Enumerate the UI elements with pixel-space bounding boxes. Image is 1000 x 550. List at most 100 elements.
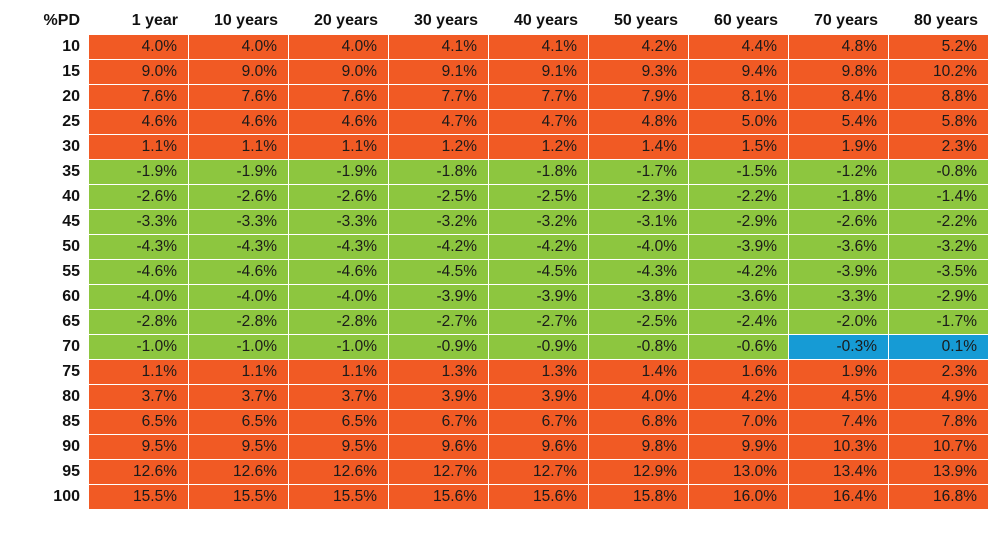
table-cell: 1.3% xyxy=(489,360,588,384)
table-cell: 3.7% xyxy=(89,385,188,409)
table-cell: 12.6% xyxy=(289,460,388,484)
table-cell: -4.2% xyxy=(689,260,788,284)
table-cell: -4.6% xyxy=(189,260,288,284)
table-cell: -4.2% xyxy=(489,235,588,259)
table-cell: -2.5% xyxy=(489,185,588,209)
row-label: 55 xyxy=(62,263,80,280)
table-cell: 13.4% xyxy=(789,460,888,484)
table-cell: 1.6% xyxy=(689,360,788,384)
table-cell: 10.3% xyxy=(789,435,888,459)
column-header: 20 years xyxy=(313,12,378,29)
table-cell: -4.3% xyxy=(589,260,688,284)
row-label: 70 xyxy=(62,338,80,355)
table-cell: -0.9% xyxy=(489,335,588,359)
table-cell: 9.6% xyxy=(389,435,488,459)
table-cell: 4.2% xyxy=(589,35,688,59)
row-label: 95 xyxy=(62,463,80,480)
table-cell: -4.6% xyxy=(289,260,388,284)
table-cell: -3.3% xyxy=(289,210,388,234)
table-cell: 1.2% xyxy=(489,135,588,159)
table-cell: 0.1% xyxy=(889,335,988,359)
table-cell: 7.7% xyxy=(489,85,588,109)
row-label: 90 xyxy=(62,438,80,455)
table-cell: -3.2% xyxy=(889,235,988,259)
table-cell: 4.1% xyxy=(489,35,588,59)
table-cell: -2.6% xyxy=(89,185,188,209)
table-cell: 1.4% xyxy=(589,360,688,384)
row-label: 10 xyxy=(62,38,80,55)
table-cell: 12.9% xyxy=(589,460,688,484)
table-cell: 5.8% xyxy=(889,110,988,134)
table-cell: 1.1% xyxy=(289,360,388,384)
table-cell: 15.6% xyxy=(489,485,588,509)
table-cell: 9.0% xyxy=(89,60,188,84)
table-cell: -4.0% xyxy=(289,285,388,309)
table-cell: -4.3% xyxy=(189,235,288,259)
table-cell: 4.6% xyxy=(189,110,288,134)
row-label: 85 xyxy=(62,413,80,430)
table-cell: -3.9% xyxy=(389,285,488,309)
table-cell: 6.5% xyxy=(289,410,388,434)
table-cell: 3.7% xyxy=(289,385,388,409)
table-cell: -1.9% xyxy=(289,160,388,184)
table-cell: -4.0% xyxy=(89,285,188,309)
table-cell: -3.6% xyxy=(789,235,888,259)
table-cell: -3.5% xyxy=(889,260,988,284)
table-cell: 4.6% xyxy=(89,110,188,134)
table-cell: -3.6% xyxy=(689,285,788,309)
table-cell: -2.5% xyxy=(589,310,688,334)
table-cell: -3.8% xyxy=(589,285,688,309)
column-header: 1 year xyxy=(131,12,178,29)
table-cell: 1.3% xyxy=(389,360,488,384)
table-cell: -1.2% xyxy=(789,160,888,184)
table-cell: -2.9% xyxy=(689,210,788,234)
table-cell: 4.0% xyxy=(189,35,288,59)
table-cell: 13.0% xyxy=(689,460,788,484)
table-cell: -3.2% xyxy=(389,210,488,234)
table-cell: 4.9% xyxy=(889,385,988,409)
table-cell: -2.5% xyxy=(389,185,488,209)
column-header: 60 years xyxy=(713,12,778,29)
table-cell: 4.2% xyxy=(689,385,788,409)
table-cell: 4.7% xyxy=(489,110,588,134)
table-cell: -4.5% xyxy=(389,260,488,284)
table-cell: 2.3% xyxy=(889,360,988,384)
table-cell: 1.9% xyxy=(789,135,888,159)
table-cell: 4.0% xyxy=(289,35,388,59)
table-cell: 6.5% xyxy=(189,410,288,434)
table-cell: 1.4% xyxy=(589,135,688,159)
table-cell: -4.0% xyxy=(589,235,688,259)
table-cell: 9.0% xyxy=(289,60,388,84)
table-cell: 1.5% xyxy=(689,135,788,159)
row-label: 50 xyxy=(62,238,80,255)
table-cell: 15.8% xyxy=(589,485,688,509)
table-cell: 4.4% xyxy=(689,35,788,59)
table-cell: 16.0% xyxy=(689,485,788,509)
table-cell: 6.7% xyxy=(389,410,488,434)
corner-label: %PD xyxy=(43,12,80,29)
table-cell: -1.8% xyxy=(789,185,888,209)
table-cell: 7.6% xyxy=(89,85,188,109)
row-label: 45 xyxy=(62,213,80,230)
table-cell: -4.3% xyxy=(289,235,388,259)
column-header: 80 years xyxy=(913,12,978,29)
table-cell: 10.2% xyxy=(889,60,988,84)
table-cell: 3.9% xyxy=(489,385,588,409)
table-cell: 6.7% xyxy=(489,410,588,434)
column-header: 30 years xyxy=(413,12,478,29)
column-header: 10 years xyxy=(213,12,278,29)
table-cell: 1.1% xyxy=(189,360,288,384)
table-cell: -3.9% xyxy=(789,260,888,284)
table-cell: 1.1% xyxy=(89,135,188,159)
table-cell: 1.1% xyxy=(289,135,388,159)
table-cell: 8.1% xyxy=(689,85,788,109)
table-cell: 6.5% xyxy=(89,410,188,434)
row-label: 75 xyxy=(62,363,80,380)
table-cell: -2.3% xyxy=(589,185,688,209)
table-cell: 7.0% xyxy=(689,410,788,434)
row-label: 15 xyxy=(62,63,80,80)
table-cell: 5.4% xyxy=(789,110,888,134)
table-cell: 12.6% xyxy=(189,460,288,484)
table-cell: 1.9% xyxy=(789,360,888,384)
table-cell: -2.9% xyxy=(889,285,988,309)
